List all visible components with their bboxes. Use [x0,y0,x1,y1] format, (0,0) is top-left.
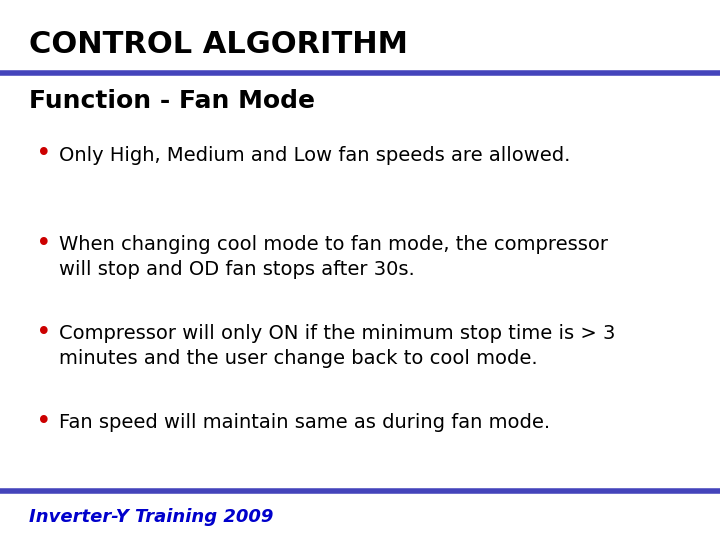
Text: •: • [36,231,52,256]
Text: Only High, Medium and Low fan speeds are allowed.: Only High, Medium and Low fan speeds are… [59,146,570,165]
Text: •: • [36,409,52,435]
Text: Function - Fan Mode: Function - Fan Mode [29,89,315,113]
Text: Fan speed will maintain same as during fan mode.: Fan speed will maintain same as during f… [59,413,550,432]
Text: Compressor will only ON if the minimum stop time is > 3
minutes and the user cha: Compressor will only ON if the minimum s… [59,324,616,368]
Text: CONTROL ALGORITHM: CONTROL ALGORITHM [29,30,408,59]
Text: •: • [36,320,52,346]
Text: Inverter-Y Training 2009: Inverter-Y Training 2009 [29,508,273,525]
Text: When changing cool mode to fan mode, the compressor
will stop and OD fan stops a: When changing cool mode to fan mode, the… [59,235,608,279]
Text: •: • [36,141,52,167]
